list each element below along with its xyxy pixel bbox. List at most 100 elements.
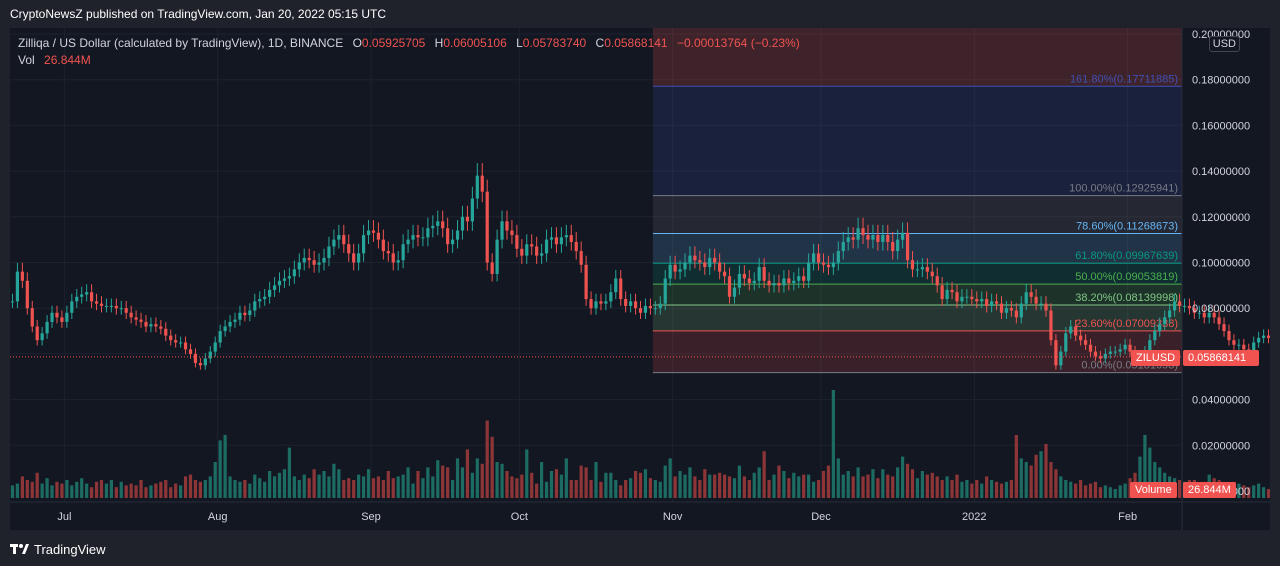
- volume-bar: [218, 440, 222, 498]
- candle-body: [233, 319, 237, 322]
- candle-body: [381, 239, 385, 252]
- fib-zone: [652, 86, 1182, 196]
- volume-bar: [638, 472, 643, 498]
- volume-bar: [683, 474, 687, 498]
- volume-bar: [1247, 487, 1251, 498]
- volume-bar: [520, 474, 524, 498]
- candle-body: [89, 292, 94, 302]
- symbol-line[interactable]: Zilliqa / US Dollar (calculated by Tradi…: [18, 36, 344, 50]
- candle-body: [450, 239, 455, 245]
- candle-body: [1242, 344, 1246, 350]
- volume-bar: [188, 474, 193, 498]
- volume-bar: [381, 480, 385, 498]
- volume-bar: [233, 480, 237, 498]
- symbol-badge: ZILUSD: [1131, 350, 1181, 366]
- chart-frame[interactable]: 0.00%(0.05181698) 23.60%(0.07009338) 38.20…: [10, 28, 1270, 530]
- candle-body: [851, 237, 855, 240]
- candle-body: [416, 235, 420, 238]
- fib-zone: [652, 305, 1182, 331]
- candle-body: [164, 328, 168, 336]
- volume-bar: [65, 480, 69, 498]
- volume-bar: [1103, 485, 1107, 498]
- volume-bar: [633, 471, 638, 498]
- volume-bar: [807, 474, 811, 498]
- candle-body: [124, 308, 128, 313]
- candle-body: [327, 246, 331, 258]
- volume-bar: [881, 469, 885, 498]
- volume-bar: [342, 480, 346, 498]
- candle-body: [718, 262, 722, 272]
- volume-bar: [653, 480, 657, 498]
- candle-body: [619, 278, 623, 300]
- volume-bar: [629, 478, 633, 498]
- footer-brand[interactable]: TradingView: [10, 538, 106, 560]
- time-tick-label: Aug: [208, 511, 228, 523]
- price-chart[interactable]: 0.00%(0.05181698)23.60%(0.07009338)38.20…: [10, 28, 1270, 530]
- volume-bar: [10, 485, 15, 498]
- candle-body: [376, 232, 381, 240]
- candle-body: [1034, 296, 1038, 304]
- tradingview-logo-icon: [10, 544, 29, 554]
- fib-zone: [652, 195, 1182, 234]
- volume-bar: [292, 476, 296, 498]
- volume-bar: [89, 487, 94, 498]
- volume-bar: [826, 465, 831, 498]
- volume-bar: [154, 483, 158, 498]
- volume-bar: [495, 462, 499, 498]
- fib-level-label: 38.20%(0.08139998): [1075, 292, 1178, 304]
- volume-bar: [149, 485, 153, 498]
- volume-bar: [782, 471, 786, 498]
- candle-body: [1217, 317, 1221, 325]
- volume-bar: [376, 476, 381, 498]
- candle-body: [886, 235, 890, 242]
- candle-body: [1153, 331, 1157, 341]
- candle-body: [272, 285, 277, 290]
- candle-body: [282, 278, 287, 281]
- candle-body: [1222, 324, 1226, 332]
- candle-body: [203, 358, 207, 366]
- candle-body: [673, 264, 677, 272]
- candle-body: [782, 278, 786, 286]
- volume-value-badge: 26.844M: [1183, 482, 1236, 498]
- candle-body: [1103, 353, 1107, 359]
- volume-bar: [985, 476, 989, 498]
- volume-bar: [391, 478, 395, 498]
- candle-body: [183, 342, 188, 350]
- candle-body: [985, 299, 989, 306]
- candle-body: [836, 251, 840, 263]
- candle-body: [633, 301, 638, 309]
- volume-bar: [94, 481, 99, 498]
- candle-body: [767, 280, 771, 286]
- candle-body: [515, 235, 519, 249]
- volume-bar: [119, 481, 123, 498]
- close-value: 0.05868141: [604, 36, 668, 50]
- candle-body: [188, 349, 193, 354]
- volume-bar: [70, 485, 74, 498]
- currency-box[interactable]: USD: [1208, 36, 1240, 52]
- volume-bar: [248, 483, 252, 498]
- volume-bar: [762, 451, 766, 498]
- time-tick-label: Dec: [811, 511, 831, 523]
- volume-bar: [896, 467, 900, 498]
- volume-bar: [1029, 465, 1033, 498]
- candle-body: [802, 276, 806, 281]
- candle-body: [970, 296, 974, 300]
- volume-bar: [114, 487, 118, 498]
- candle-body: [421, 237, 425, 239]
- candle-body: [1113, 351, 1117, 353]
- candle-body: [648, 305, 653, 309]
- candle-body: [332, 239, 336, 247]
- volume-bar: [935, 476, 939, 498]
- candle-body: [1019, 303, 1023, 318]
- candle-body: [312, 260, 316, 265]
- volume-bar: [871, 469, 875, 498]
- volume-bar: [955, 474, 959, 498]
- volume-bar: [465, 449, 470, 498]
- volume-bar: [584, 467, 588, 498]
- price-tick-label: 0.16000000: [1192, 120, 1250, 132]
- candle-body: [569, 235, 573, 242]
- volume-bar: [900, 456, 905, 498]
- candle-body: [263, 296, 267, 300]
- volume-bar: [1177, 480, 1182, 498]
- candle-body: [1118, 349, 1122, 352]
